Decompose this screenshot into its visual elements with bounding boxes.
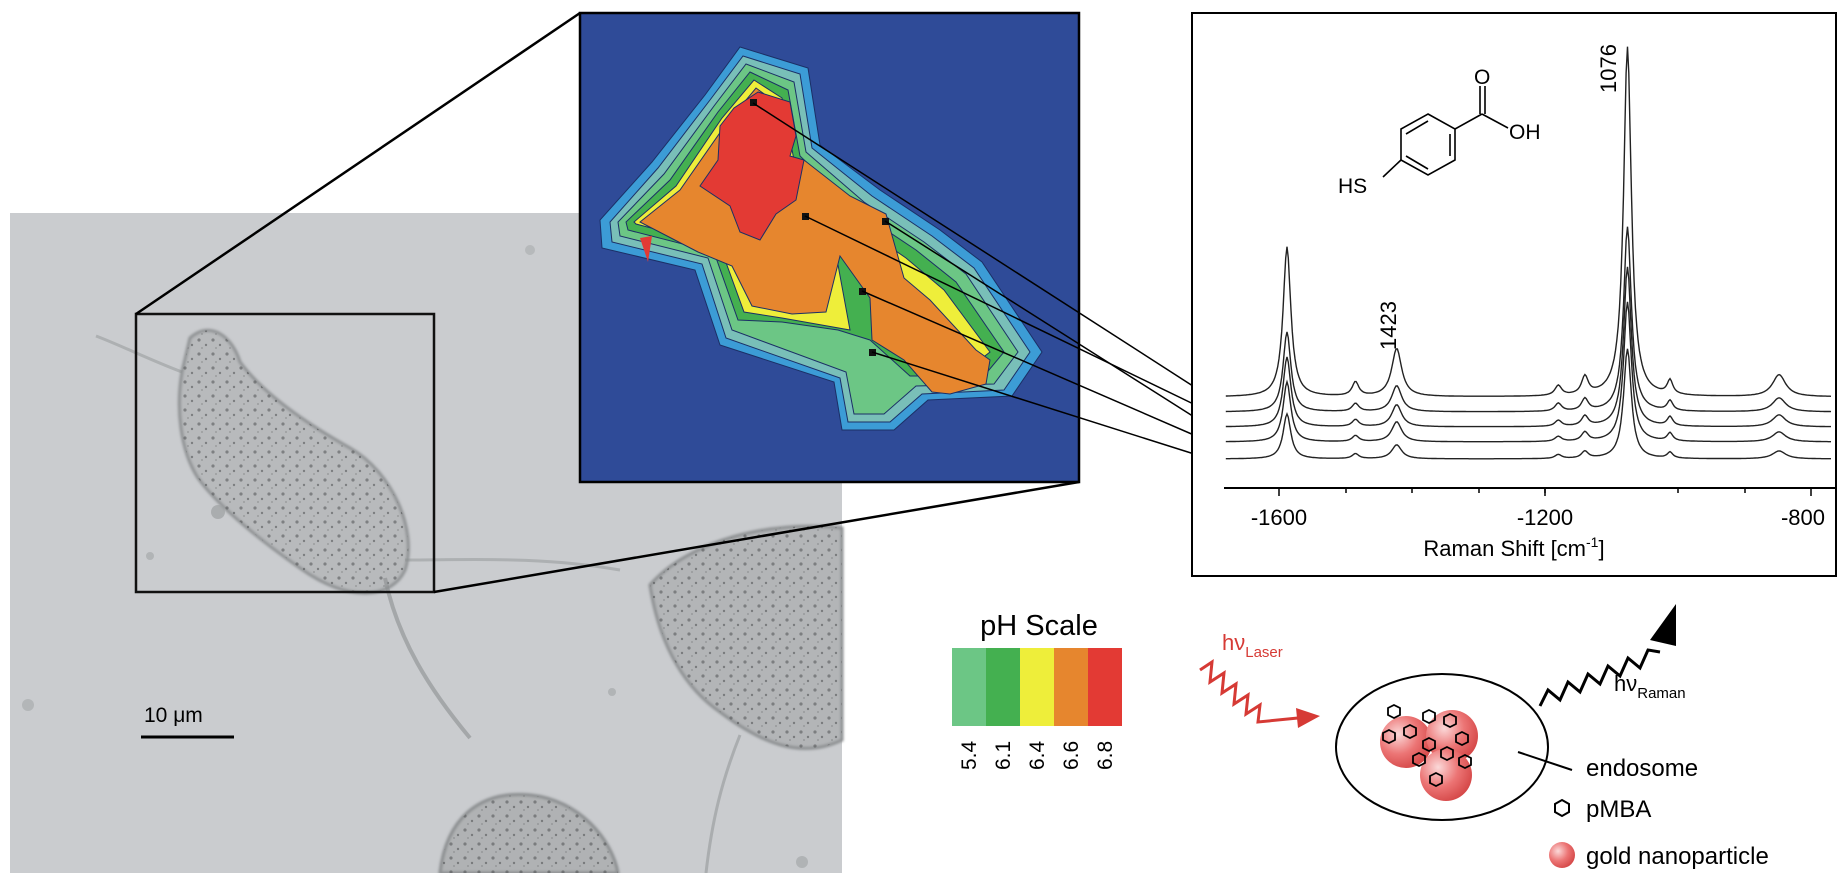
raman-spectrum-trace xyxy=(1225,266,1831,428)
cell-main xyxy=(177,328,410,595)
ph-swatch-6-4 xyxy=(1020,648,1054,726)
pmba-hexagon-icon xyxy=(1554,798,1570,818)
tick-label-1200: -1200 xyxy=(1517,505,1573,530)
legend-endosome-label: endosome xyxy=(1586,755,1698,782)
raman-spectrum-trace xyxy=(1225,348,1831,460)
raman-spectrum-trace xyxy=(1225,46,1832,397)
raman-spectrum-trace xyxy=(1225,301,1831,443)
pmba-structure xyxy=(1382,86,1509,178)
molecule-hs-label: HS xyxy=(1338,175,1367,198)
laser-arrow-icon xyxy=(1296,708,1320,728)
zoom-line-bottom xyxy=(433,480,1080,594)
laser-label: hνLaser xyxy=(1222,630,1283,661)
raman-wave-icon xyxy=(1538,648,1661,707)
spectra-traces xyxy=(1225,46,1832,460)
ph-scale-title: pH Scale xyxy=(980,610,1098,642)
ph-scale-legend: pH Scale 5.4 6.1 6.4 6.6 6.8 xyxy=(952,610,1122,770)
scale-bar-label: 10 μm xyxy=(144,704,203,727)
ph-swatch-6-8 xyxy=(1088,648,1122,726)
zoom-line-top xyxy=(135,11,581,316)
gold-nanoparticle xyxy=(1426,710,1478,762)
point-spectrum-links xyxy=(752,102,1211,460)
x-axis-label: Raman Shift [cm-1] xyxy=(1423,534,1604,561)
molecule-o-label: O xyxy=(1474,66,1490,89)
pmba-molecules xyxy=(1382,703,1472,788)
ph-label-6-1: 6.1 xyxy=(992,741,1015,770)
peak-label-1423: 1423 xyxy=(1376,301,1401,350)
ph-label-5-4: 5.4 xyxy=(958,740,981,770)
legend-pmba-label: pMBA xyxy=(1586,796,1651,823)
gold-nanoparticle-icon xyxy=(1549,842,1575,868)
ph-label-6-4: 6.4 xyxy=(1026,740,1049,770)
cell-bottom xyxy=(438,792,620,873)
molecule-oh-label: OH xyxy=(1509,121,1541,144)
legend-gold-label: gold nanoparticle xyxy=(1586,843,1769,870)
endosome-pointer xyxy=(1517,751,1573,771)
tick-label-1600: -1600 xyxy=(1251,505,1307,530)
ph-swatch-5-4 xyxy=(952,648,986,726)
sers-schematic: hνLaser hνRaman endosome pMBA gold nanop xyxy=(1199,604,1769,870)
cell-right xyxy=(648,524,844,750)
gold-nanoparticle xyxy=(1380,716,1432,768)
spectrum-panel: -1600 -1200 -800 Raman Shift [cm-1] 1076… xyxy=(1191,12,1837,577)
ph-label-6-8: 6.8 xyxy=(1094,741,1117,770)
peak-label-1076: 1076 xyxy=(1596,44,1621,93)
region-of-interest-box xyxy=(134,312,436,594)
raman-label: hνRaman xyxy=(1614,671,1686,702)
raman-arrow-icon xyxy=(1650,604,1676,646)
gold-nanoparticle xyxy=(1420,749,1472,801)
raman-spectrum-trace xyxy=(1225,226,1832,413)
laser-wave-icon xyxy=(1199,658,1299,724)
ph-label-6-6: 6.6 xyxy=(1060,741,1083,770)
ph-swatch-6-6 xyxy=(1054,648,1088,726)
ph-map-panel xyxy=(578,11,1081,484)
tick-label-800: -800 xyxy=(1781,505,1825,530)
ph-swatch-6-1 xyxy=(986,648,1020,726)
spectrum-ticks xyxy=(1278,488,1812,496)
